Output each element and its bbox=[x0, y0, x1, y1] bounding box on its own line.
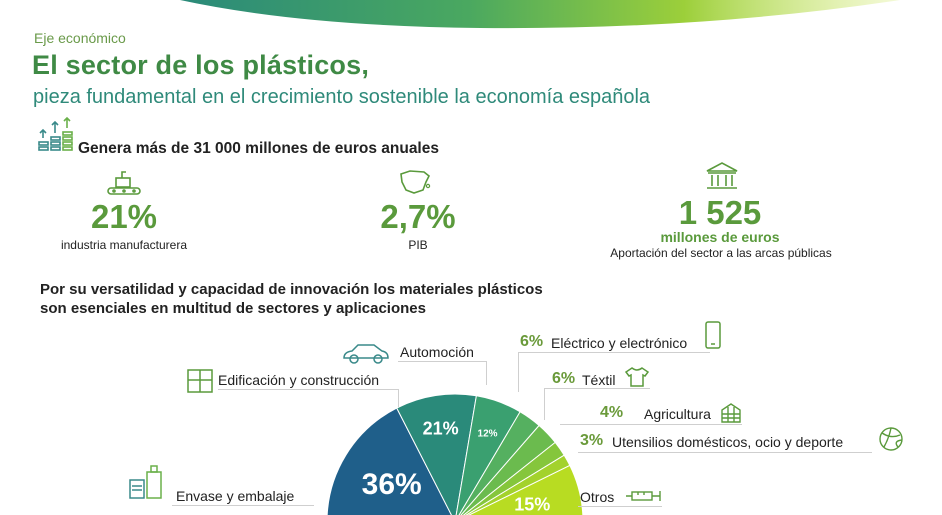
page-subtitle: pieza fundamental en el crecimiento sost… bbox=[33, 86, 651, 108]
stat-value-gdp: 2,7% bbox=[380, 198, 456, 235]
label-construction: Edificación y construcción bbox=[218, 372, 380, 388]
pie-slice-construction bbox=[396, 393, 477, 515]
public-institution-icon bbox=[706, 162, 738, 189]
stat-value-manufacturing: 21% bbox=[90, 198, 158, 235]
stat-label-manufacturing: industria manufacturera bbox=[60, 238, 188, 252]
stat-value-public-revenue: 1 525 bbox=[678, 194, 762, 231]
syringe-icon bbox=[626, 491, 661, 501]
versatility-line-2: son esenciales en multitud de sectores y… bbox=[40, 300, 426, 317]
label-automotive: Automoción bbox=[400, 344, 474, 360]
pie-slice-others bbox=[468, 464, 584, 515]
page-title: El sector de los plásticos, bbox=[32, 50, 370, 80]
versatility-text: Por su versatilidad y capacidad de innov… bbox=[40, 280, 660, 318]
window-icon bbox=[187, 369, 213, 393]
versatility-line-1: Por su versatilidad y capacidad de innov… bbox=[40, 281, 543, 298]
spain-map-icon bbox=[400, 170, 431, 194]
label-agriculture: Agricultura bbox=[644, 406, 711, 422]
top-wave-banner bbox=[180, 0, 900, 29]
stat-label-public-revenue: Aportación del sector a las arcas públic… bbox=[610, 246, 832, 260]
coins-growth-icon bbox=[38, 116, 73, 151]
label-household: Utensilios domésticos, ocio y deporte bbox=[612, 434, 844, 450]
pie-value-construction: 21% bbox=[423, 419, 459, 439]
economy-headline: Genera más de 31 000 millones de euros a… bbox=[78, 140, 439, 157]
ball-icon bbox=[879, 427, 903, 451]
factory-icon bbox=[107, 171, 141, 195]
stat-label-gdp: PIB bbox=[408, 238, 428, 252]
smartphone-icon bbox=[705, 321, 721, 349]
pie-value-packaging: 36% bbox=[362, 468, 422, 501]
pie-slice-packaging bbox=[326, 407, 452, 515]
label-electrical: Eléctrico y electrónico bbox=[551, 335, 688, 351]
pie-value-automotive: 12% bbox=[478, 429, 498, 440]
container-icon bbox=[129, 465, 162, 499]
pie-value-others: 15% bbox=[514, 494, 550, 514]
pct-textile: 6% bbox=[552, 370, 576, 387]
pct-agriculture: 4% bbox=[600, 404, 624, 421]
tshirt-icon bbox=[624, 367, 650, 387]
stat-unit-public-revenue: millones de euros bbox=[660, 229, 780, 245]
pct-household: 3% bbox=[580, 432, 604, 449]
label-others: Otros bbox=[580, 489, 615, 505]
sector-pie-chart: 36% 21% 12% 15% bbox=[326, 393, 584, 515]
car-icon bbox=[343, 344, 389, 364]
pct-electrical: 6% bbox=[520, 333, 544, 350]
label-textile: Téxtil bbox=[582, 372, 616, 388]
section-label: Eje económico bbox=[34, 30, 126, 46]
label-packaging: Envase y embalaje bbox=[176, 488, 295, 504]
greenhouse-icon bbox=[721, 403, 741, 423]
